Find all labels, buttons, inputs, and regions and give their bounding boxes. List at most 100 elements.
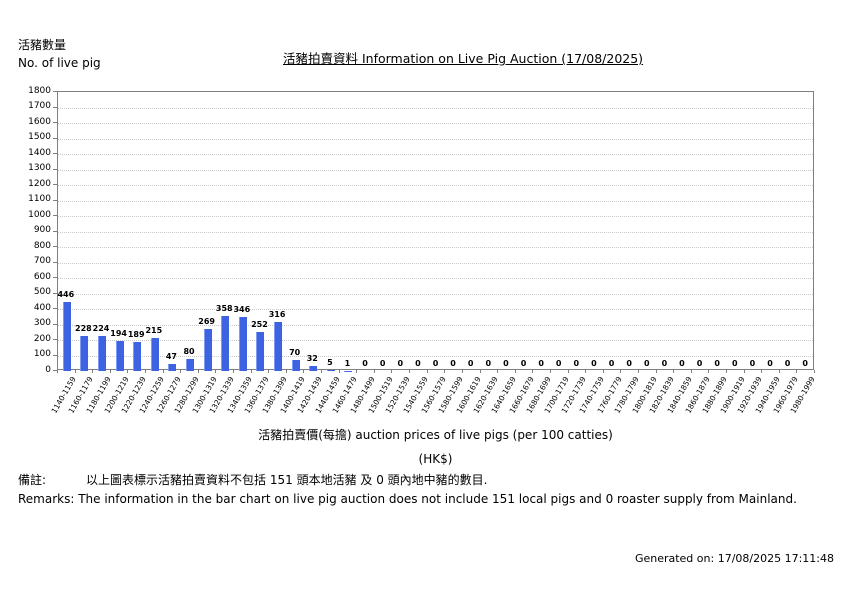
x-tick-mark: [145, 370, 147, 373]
bar-value-label: 80: [183, 346, 195, 356]
y-tick-label: 0: [45, 364, 51, 375]
bar-1140-1159: [62, 301, 71, 371]
bar-1180-1199: [98, 336, 106, 371]
gridline: [58, 247, 813, 248]
y-tick-mark: [53, 215, 57, 216]
x-tick-mark: [549, 370, 551, 373]
x-tick-mark: [567, 370, 569, 373]
bar-value-label: 224: [92, 324, 110, 334]
bar-value-label: 0: [643, 359, 650, 368]
x-tick-mark: [409, 370, 411, 373]
x-tick-mark: [162, 370, 164, 373]
y-tick-mark: [53, 292, 57, 294]
bar-value-label: 316: [268, 310, 286, 320]
bar-value-label: 0: [432, 359, 439, 368]
y-tick-mark: [53, 323, 57, 325]
bar-1420-1439: [309, 366, 318, 371]
x-tick-mark: [426, 370, 428, 373]
bar-value-label: 358: [215, 303, 233, 313]
bar-value-label: 0: [696, 359, 703, 368]
y-tick-label: 1000: [28, 209, 51, 220]
bar-value-label: 0: [784, 359, 791, 368]
gridline: [58, 262, 813, 264]
y-tick-mark: [53, 91, 57, 92]
bar-value-label: 5: [327, 358, 333, 368]
x-tick-mark: [778, 370, 780, 373]
bar-1200-1219: [115, 340, 124, 371]
y-tick-label: 600: [33, 271, 51, 282]
bar-1160-1179: [80, 335, 89, 371]
chart-title: 活豬拍賣資料 Information on Live Pig Auction (…: [283, 51, 644, 66]
bar-value-label: 70: [289, 348, 301, 358]
gridline: [58, 138, 813, 140]
x-tick-mark: [655, 370, 657, 373]
remarks-zh: 備註: 以上圖表標示活豬拍賣資料不包括 151 頭本地活豬 及 0 頭內地中豬的數…: [18, 471, 487, 488]
bar-value-label: 446: [57, 289, 75, 299]
bar-value-label: 269: [198, 317, 215, 327]
y-tick-mark: [53, 261, 57, 263]
x-tick-mark: [92, 370, 94, 373]
bar-value-label: 215: [145, 325, 163, 335]
bar-value-label: 0: [573, 359, 580, 368]
y-tick-label: 1700: [28, 101, 51, 111]
y-tick-mark: [53, 339, 57, 340]
x-tick-mark: [109, 370, 111, 373]
x-tick-mark: [215, 370, 217, 373]
x-tick-mark: [690, 370, 692, 373]
bar-value-label: 0: [714, 359, 720, 368]
bar-value-label: 47: [165, 351, 177, 361]
bar-1300-1319: [203, 329, 212, 371]
x-tick-mark: [796, 370, 798, 373]
y-tick-label: 1400: [28, 147, 51, 158]
x-tick-mark: [761, 370, 763, 373]
bar-value-label: 0: [661, 359, 668, 368]
bar-value-label: 0: [591, 359, 597, 368]
y-tick-mark: [53, 153, 57, 154]
y-tick-label: 700: [33, 256, 51, 266]
bar-1280-1299: [186, 358, 195, 371]
x-tick-mark: [233, 370, 235, 373]
bar-value-label: 0: [450, 359, 456, 368]
bar-value-label: 194: [110, 328, 127, 338]
y-tick-mark: [53, 122, 57, 123]
x-tick-mark: [373, 370, 375, 373]
bar-value-label: 0: [802, 359, 808, 368]
x-tick-mark: [391, 370, 393, 373]
y-axis-title: 活豬數量 No. of live pig: [18, 36, 101, 72]
bar-1240-1259: [150, 337, 159, 371]
bar-value-label: 0: [608, 359, 615, 368]
x-tick-mark: [268, 370, 270, 373]
y-tick-mark: [53, 308, 57, 309]
x-tick-mark: [321, 370, 323, 373]
x-axis-unit: (HK$): [418, 452, 453, 466]
x-tick-mark: [250, 370, 252, 373]
gridline: [58, 200, 813, 202]
remarks-en: Remarks: The information in the bar char…: [18, 492, 797, 506]
y-tick-label: 800: [33, 240, 51, 251]
gridline: [58, 216, 813, 217]
y-tick-label: 1600: [28, 116, 51, 127]
x-tick-mark: [602, 370, 604, 373]
x-tick-mark: [356, 370, 358, 373]
y-tick-label: 200: [33, 333, 51, 344]
bar-1400-1419: [291, 360, 300, 371]
bar-1220-1239: [133, 341, 142, 371]
plot-area: [57, 91, 814, 371]
y-tick-label: 500: [33, 287, 51, 297]
bar-1260-1279: [168, 363, 177, 371]
y-tick-mark: [53, 199, 57, 201]
x-tick-mark: [585, 370, 587, 373]
bar-value-label: 189: [127, 329, 145, 339]
x-tick-mark: [338, 370, 340, 373]
y-tick-mark: [53, 168, 57, 170]
bar-value-label: 1: [344, 358, 351, 368]
x-tick-mark: [479, 370, 481, 373]
x-tick-mark: [285, 370, 287, 373]
y-tick-label: 100: [33, 349, 51, 359]
x-tick-mark: [673, 370, 675, 373]
y-tick-label: 1300: [28, 163, 51, 173]
x-tick-mark: [57, 370, 58, 373]
y-tick-mark: [53, 230, 57, 232]
bar-1340-1359: [238, 317, 247, 371]
y-tick-label: 900: [33, 225, 51, 235]
